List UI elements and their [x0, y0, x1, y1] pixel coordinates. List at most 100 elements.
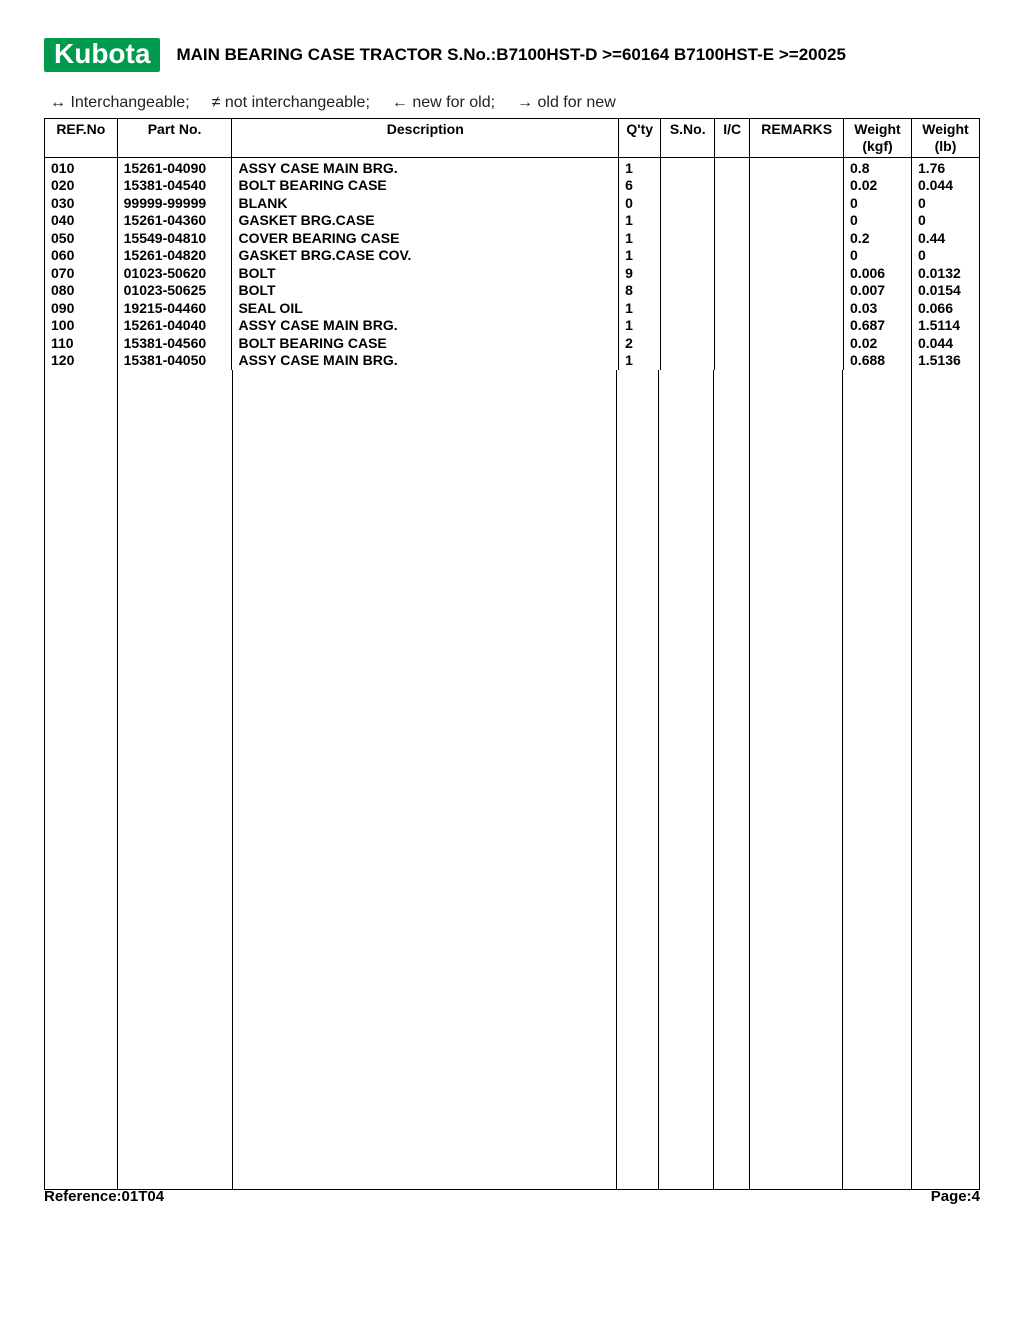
cell-wkgf: 0.006 [844, 265, 912, 283]
table-row: 09019215-04460SEAL OIL10.030.066 [45, 300, 980, 318]
cell-desc: SEAL OIL [232, 300, 619, 318]
cell-rem [750, 282, 844, 300]
legend-not-interchangeable: ≠ not interchangeable; [212, 94, 370, 112]
table-row: 02015381-04540BOLT BEARING CASE60.020.04… [45, 177, 980, 195]
cell-wlb: 1.76 [911, 157, 979, 177]
col-header-ic: I/C [715, 119, 750, 158]
cell-desc: COVER BEARING CASE [232, 230, 619, 248]
legend-interchangeable: ↔ Interchangeable; [50, 94, 190, 112]
cell-wlb: 0 [911, 195, 979, 213]
parts-table-wrap: REF.No Part No. Description Q'ty S.No. I… [44, 118, 980, 1190]
cell-part: 99999-99999 [117, 195, 232, 213]
cell-sno [661, 300, 715, 318]
cell-part: 15381-04540 [117, 177, 232, 195]
cell-desc: ASSY CASE MAIN BRG. [232, 157, 619, 177]
table-row: 11015381-04560BOLT BEARING CASE20.020.04… [45, 335, 980, 353]
cell-wlb: 1.5136 [911, 352, 979, 370]
col-header-ref: REF.No [45, 119, 118, 158]
cell-sno [661, 335, 715, 353]
cell-qty: 1 [619, 352, 661, 370]
cell-desc: BOLT [232, 265, 619, 283]
cell-wkgf: 0.688 [844, 352, 912, 370]
cell-qty: 1 [619, 157, 661, 177]
footer-page: Page:4 [931, 1188, 980, 1205]
cell-ref: 120 [45, 352, 118, 370]
cell-sno [661, 265, 715, 283]
page-root: Kubota MAIN BEARING CASE TRACTOR S.No.:B… [0, 0, 1024, 1325]
legend-old-for-new: → old for new [517, 94, 616, 112]
cell-ref: 100 [45, 317, 118, 335]
cell-ic [715, 212, 750, 230]
table-row: 01015261-04090ASSY CASE MAIN BRG.10.81.7… [45, 157, 980, 177]
footer-reference: Reference:01T04 [44, 1188, 164, 1205]
cell-desc: BOLT [232, 282, 619, 300]
footer-reference-label: Reference: [44, 1188, 122, 1205]
cell-rem [750, 265, 844, 283]
col-header-part: Part No. [117, 119, 232, 158]
cell-qty: 0 [619, 195, 661, 213]
cell-part: 15261-04820 [117, 247, 232, 265]
page-footer: Reference:01T04 Page:4 [44, 1188, 980, 1205]
cell-ref: 030 [45, 195, 118, 213]
cell-ref: 040 [45, 212, 118, 230]
cell-ic [715, 282, 750, 300]
table-row: 03099999-99999BLANK000 [45, 195, 980, 213]
cell-ic [715, 230, 750, 248]
cell-part: 15381-04560 [117, 335, 232, 353]
cell-sno [661, 157, 715, 177]
col-header-wkgf: Weight (kgf) [844, 119, 912, 158]
cell-wlb: 0.066 [911, 300, 979, 318]
brand-logo: Kubota [44, 38, 160, 72]
table-row: 08001023-50625BOLT80.0070.0154 [45, 282, 980, 300]
table-row: 05015549-04810COVER BEARING CASE10.20.44 [45, 230, 980, 248]
cell-ic [715, 317, 750, 335]
cell-wlb: 1.5114 [911, 317, 979, 335]
cell-qty: 8 [619, 282, 661, 300]
table-empty-area [44, 370, 980, 1190]
cell-qty: 1 [619, 317, 661, 335]
footer-page-value: 4 [972, 1188, 980, 1205]
cell-desc: ASSY CASE MAIN BRG. [232, 352, 619, 370]
cell-wlb: 0.0154 [911, 282, 979, 300]
cell-rem [750, 212, 844, 230]
cell-sno [661, 230, 715, 248]
cell-rem [750, 335, 844, 353]
cell-sno [661, 247, 715, 265]
cell-ic [715, 157, 750, 177]
header: Kubota MAIN BEARING CASE TRACTOR S.No.:B… [44, 38, 980, 72]
cell-wkgf: 0.02 [844, 177, 912, 195]
cell-wlb: 0.0132 [911, 265, 979, 283]
table-row: 04015261-04360GASKET BRG.CASE100 [45, 212, 980, 230]
cell-ref: 110 [45, 335, 118, 353]
cell-wkgf: 0.02 [844, 335, 912, 353]
cell-rem [750, 230, 844, 248]
col-header-qty: Q'ty [619, 119, 661, 158]
footer-page-label: Page: [931, 1188, 972, 1205]
cell-sno [661, 282, 715, 300]
cell-wkgf: 0.687 [844, 317, 912, 335]
cell-rem [750, 352, 844, 370]
table-row: 07001023-50620BOLT90.0060.0132 [45, 265, 980, 283]
cell-ic [715, 300, 750, 318]
col-header-sno: S.No. [661, 119, 715, 158]
cell-wlb: 0 [911, 247, 979, 265]
cell-sno [661, 352, 715, 370]
cell-desc: ASSY CASE MAIN BRG. [232, 317, 619, 335]
cell-qty: 1 [619, 212, 661, 230]
cell-part: 15549-04810 [117, 230, 232, 248]
table-row: 10015261-04040ASSY CASE MAIN BRG.10.6871… [45, 317, 980, 335]
cell-part: 15381-04050 [117, 352, 232, 370]
table-body: 01015261-04090ASSY CASE MAIN BRG.10.81.7… [45, 157, 980, 370]
cell-wkgf: 0.2 [844, 230, 912, 248]
cell-wlb: 0.044 [911, 335, 979, 353]
table-header: REF.No Part No. Description Q'ty S.No. I… [45, 119, 980, 158]
cell-ic [715, 335, 750, 353]
cell-ref: 070 [45, 265, 118, 283]
cell-part: 01023-50620 [117, 265, 232, 283]
cell-rem [750, 317, 844, 335]
footer-reference-value: 01T04 [122, 1188, 165, 1205]
cell-sno [661, 177, 715, 195]
col-header-remarks: REMARKS [750, 119, 844, 158]
cell-wkgf: 0 [844, 247, 912, 265]
cell-ref: 090 [45, 300, 118, 318]
